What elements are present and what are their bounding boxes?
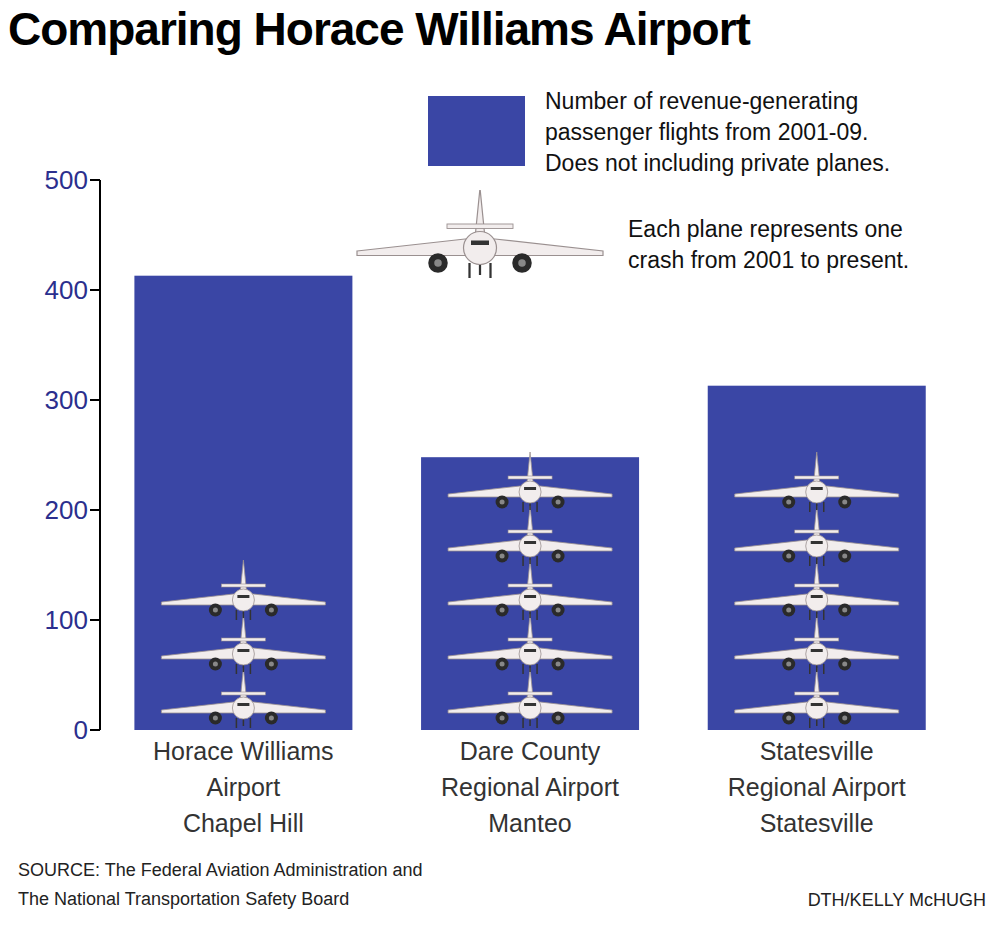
svg-text:100: 100	[45, 605, 88, 635]
svg-text:Horace WilliamsAirportChapel H: Horace WilliamsAirportChapel Hill	[153, 737, 334, 837]
svg-text:300: 300	[45, 385, 88, 415]
html-text:DTH/KELLY McHUGH: DTH/KELLY McHUGH	[807, 890, 986, 910]
svg-text:StatesvilleRegional AirportSta: StatesvilleRegional AirportStatesville	[728, 737, 906, 837]
html-text:Does not including private pla: Does not including private planes.	[545, 150, 891, 176]
svg-text:200: 200	[45, 495, 88, 525]
html-text:Each plane represents one: Each plane represents one	[628, 216, 903, 242]
svg-text:0: 0	[74, 715, 88, 745]
html-text:passenger flights from 2001-09: passenger flights from 2001-09.	[545, 119, 869, 145]
html-text:SOURCE: The Federal Aviation A: SOURCE: The Federal Aviation Administrat…	[18, 860, 423, 880]
svg-text:400: 400	[45, 275, 88, 305]
html-text:crash from 2001 to present.: crash from 2001 to present.	[628, 247, 910, 273]
svg-text:500: 500	[45, 165, 88, 195]
html-text:Comparing Horace Williams Airp: Comparing Horace Williams Airport	[8, 3, 750, 55]
svg-text:Dare CountyRegional AirportMan: Dare CountyRegional AirportManteo	[441, 737, 619, 837]
html-text:The National Transportation Sa: The National Transportation Safety Board	[18, 889, 350, 909]
html-text:Number of revenue-generating: Number of revenue-generating	[545, 88, 859, 114]
